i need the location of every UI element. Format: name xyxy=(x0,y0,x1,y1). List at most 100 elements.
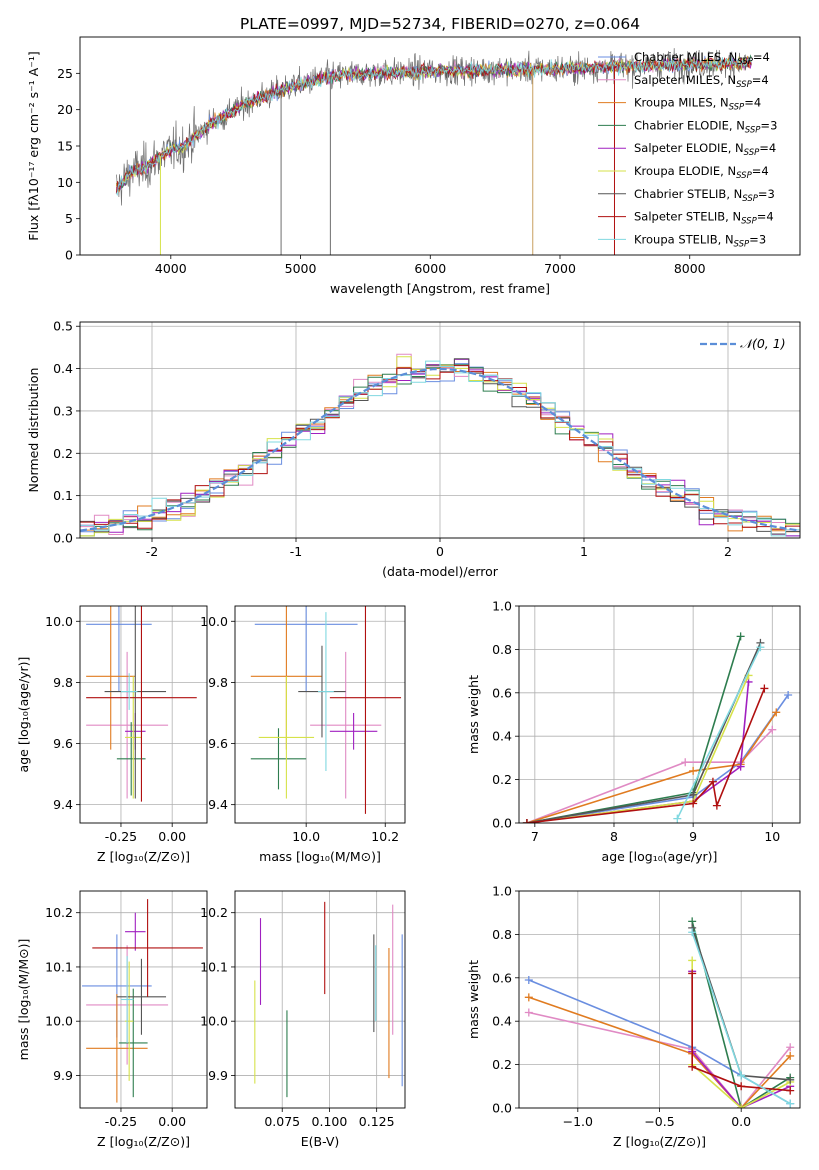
y-tick-label: 0.2 xyxy=(53,446,73,461)
legend-name: Salpeter MILES xyxy=(634,73,720,87)
panel-spectrum: 4000 5000 6000 7000 8000 0 5 10 15 20 25 wavelength… xyxy=(26,36,801,296)
mass-weight-line xyxy=(676,646,762,820)
legend-entry: Kroupa MILES, NSSP=4 xyxy=(634,96,761,113)
legend-eq: = xyxy=(753,50,763,64)
legend-entry: Salpeter ELODIE, NSSP=4 xyxy=(634,141,776,158)
legend-entry: Chabrier ELODIE, NSSP=3 xyxy=(634,118,777,135)
x-axis-label: E(B-V) xyxy=(301,1134,340,1149)
x-tick-label: 7 xyxy=(531,829,539,844)
legend-sep: , xyxy=(725,210,732,224)
axes-frame-mass_vs_ebv xyxy=(234,890,406,1109)
legend-sub: SSP xyxy=(734,239,750,249)
legend-sep: , xyxy=(713,96,720,110)
legend-name: Chabrier ELODIE xyxy=(634,118,729,132)
legend-sep: , xyxy=(721,50,728,64)
y-tick-label: 10.2 xyxy=(200,905,228,920)
legend-name: Chabrier STELIB xyxy=(634,187,726,201)
mass-weight-line xyxy=(526,729,773,823)
mass-weight-marker xyxy=(737,1104,746,1108)
legend-count: 3 xyxy=(770,118,777,132)
mass-weight-marker xyxy=(712,801,721,810)
x-tick-label: 8 xyxy=(610,829,618,844)
y-tick-label: 5 xyxy=(65,211,73,226)
y-tick-label: 20 xyxy=(57,102,73,117)
y-axis-label: Flux [fλ10⁻¹⁷ erg cm⁻² s⁻¹ A⁻¹] xyxy=(26,51,41,240)
y-tick-label: 10.1 xyxy=(45,959,73,974)
axes-frame-residuals xyxy=(79,321,801,539)
panel-age_vs_Z: -0.25 0.00 9.4 9.6 9.8 10.0 Z [log₁₀(Z/Z⊙)] age… xyxy=(16,605,208,864)
legend-eq: = xyxy=(752,73,762,87)
model-spectrum-line xyxy=(115,56,752,196)
y-tick-label: 9.9 xyxy=(208,1068,228,1083)
mass-weight-marker xyxy=(522,819,531,823)
mass-weight-marker xyxy=(760,684,769,693)
mass-weight-line xyxy=(691,973,791,1092)
y-tick-label: 0.0 xyxy=(492,1101,512,1116)
residual-histogram-step xyxy=(80,363,800,537)
y-tick-label: 0.8 xyxy=(492,642,512,657)
panel-mass_vs_Z: -0.25 0.00 9.9 10.0 10.1 10.2 Z [log₁₀(Z/Z⊙)] m… xyxy=(16,890,208,1149)
mass-weight-marker xyxy=(688,956,697,965)
legend-entry: 𝒩(0, 1) xyxy=(740,336,786,351)
y-tick-label: 15 xyxy=(57,139,73,154)
mass-weight-line xyxy=(691,921,791,1108)
plot-area-age_vs_Z xyxy=(86,606,197,802)
y-tick-label: 9.8 xyxy=(208,675,228,690)
y-tick-label: 0.6 xyxy=(492,970,512,985)
legend-sub: SSP xyxy=(745,125,761,135)
x-tick-label: -0.25 xyxy=(105,829,137,844)
x-tick-label: 0.00 xyxy=(158,1114,186,1129)
legend-name: Kroupa STELIB xyxy=(634,232,718,246)
axes-frame-mass_vs_Z xyxy=(79,890,208,1109)
mass-weight-marker xyxy=(784,690,793,699)
legend-eq: = xyxy=(759,141,769,155)
mass-weight-marker xyxy=(688,969,697,978)
x-axis-label: Z [log₁₀(Z/Z⊙)] xyxy=(97,849,190,864)
legend-sub: SSP xyxy=(737,57,753,67)
legend-sep: , xyxy=(720,164,727,178)
y-tick-label: 10 xyxy=(57,175,73,190)
y-axis-label: age [log₁₀(age/yr)] xyxy=(16,657,31,773)
legend-name: Kroupa ELODIE xyxy=(634,164,720,178)
mass-weight-marker xyxy=(681,758,690,767)
y-tick-label: 0.4 xyxy=(53,361,73,376)
x-tick-label: -0.25 xyxy=(105,1114,137,1129)
mass-weight-marker xyxy=(756,643,765,652)
mass-weight-line xyxy=(526,694,789,823)
legend-sep: , xyxy=(726,187,733,201)
y-tick-label: 0.8 xyxy=(492,927,512,942)
mass-weight-marker xyxy=(688,1062,697,1071)
y-tick-label: 10.0 xyxy=(45,614,73,629)
legend-sub: SSP xyxy=(741,217,757,227)
mass-weight-marker xyxy=(689,799,698,808)
plot-area-age_vs_mass xyxy=(250,606,402,814)
axes-frame-age_vs_mass xyxy=(234,605,406,824)
legend-eq: = xyxy=(760,118,770,132)
y-tick-label: 10.0 xyxy=(200,614,228,629)
legend-n: N xyxy=(727,73,736,87)
mass-weight-marker xyxy=(524,975,533,984)
residual-histogram-step xyxy=(80,360,800,537)
y-tick-label: 9.6 xyxy=(53,736,73,751)
legend-entry: Salpeter STELIB, NSSP=4 xyxy=(634,210,774,227)
panel-mass_vs_ebv: 0.075 0.100 0.125 9.9 10.0 10.1 10.2 E(B-V) xyxy=(200,890,406,1149)
plot-area-mass_vs_ebv xyxy=(254,901,403,1098)
panel-age_vs_mass: 10.0 10.2 9.4 9.6 9.8 10.0 mass [log₁₀(M/M⊙)] xyxy=(200,605,406,864)
mass-weight-line xyxy=(526,675,750,823)
legend-name: Salpeter STELIB xyxy=(634,210,725,224)
mass-weight-marker xyxy=(689,790,698,799)
plot-area-mass_weight_vs_age xyxy=(522,632,793,823)
mass-weight-marker xyxy=(524,993,533,1002)
legend-n: N xyxy=(734,187,743,201)
legend-sep: , xyxy=(720,73,727,87)
y-tick-label: 1.0 xyxy=(492,884,512,899)
mass-weight-line xyxy=(526,711,777,823)
legend-n: N xyxy=(736,118,745,132)
x-tick-label: 0.00 xyxy=(158,829,186,844)
y-axis-label: mass weight xyxy=(466,675,481,754)
x-tick-label: 10 xyxy=(764,829,780,844)
legend-name: Kroupa MILES xyxy=(634,96,713,110)
plot-area-residuals xyxy=(80,353,800,537)
mass-weight-line xyxy=(526,642,762,823)
